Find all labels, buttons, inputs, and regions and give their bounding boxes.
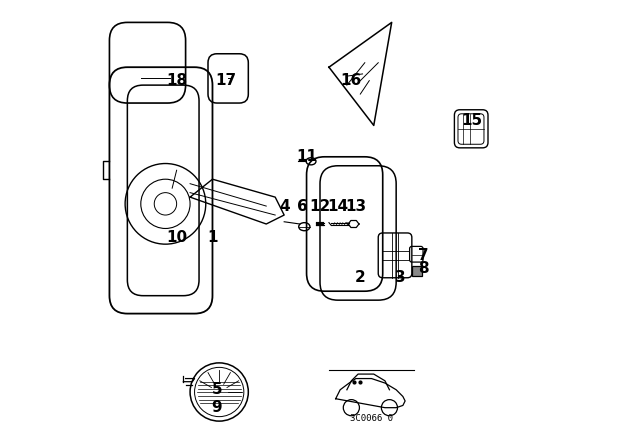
Text: 13: 13 [345, 198, 367, 214]
Text: 3C0066 0: 3C0066 0 [350, 414, 393, 423]
Text: 18: 18 [166, 73, 188, 88]
Text: 7: 7 [418, 248, 428, 263]
Text: 10: 10 [166, 230, 188, 245]
Text: 14: 14 [327, 198, 349, 214]
Bar [412, 266, 422, 276]
Text: 11: 11 [296, 149, 317, 164]
Text: 16: 16 [340, 73, 362, 88]
Text: 8: 8 [418, 261, 428, 276]
Text: 1: 1 [207, 230, 218, 245]
Text: 2: 2 [355, 270, 365, 285]
Text: 12: 12 [309, 198, 331, 214]
Text: 17: 17 [215, 73, 237, 88]
Text: 4: 4 [279, 198, 289, 214]
Text: 6: 6 [297, 198, 307, 214]
Text: 3: 3 [396, 270, 406, 285]
Text: 5: 5 [212, 382, 222, 397]
Text: 9: 9 [212, 400, 222, 415]
Text: 15: 15 [461, 113, 483, 129]
